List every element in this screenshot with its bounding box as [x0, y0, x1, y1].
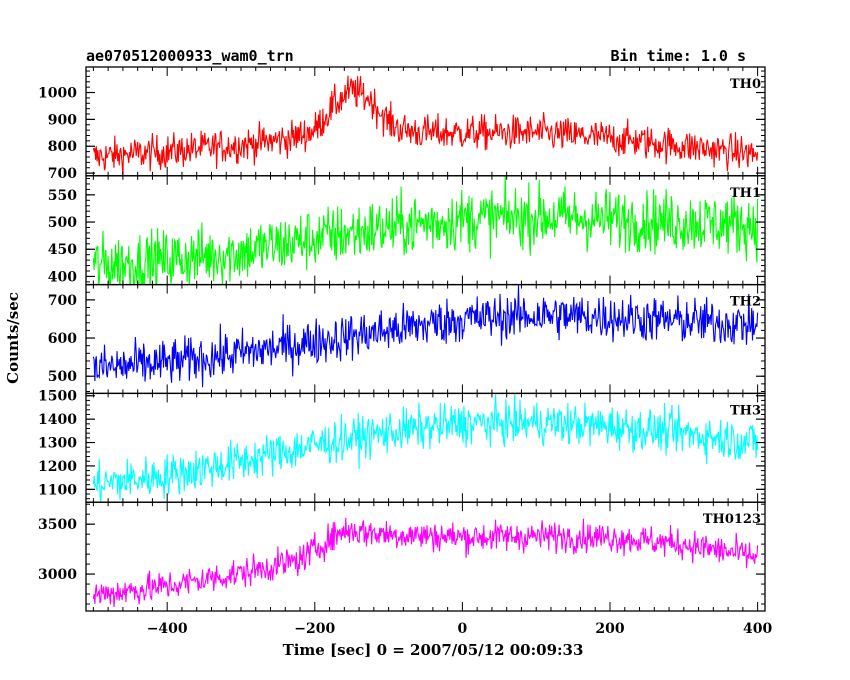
- y-tick-label: 3500: [38, 517, 77, 533]
- panels-group: 700 800 900 1000 TH0 400 450 500 550 TH1 500 600 700…: [38, 66, 772, 637]
- y-tick-label: 500: [48, 215, 77, 231]
- x-tick-label: 200: [595, 621, 624, 637]
- series-line-th1: [92, 175, 759, 285]
- x-tick-label: 0: [458, 621, 468, 637]
- y-tick-label: 450: [48, 242, 77, 258]
- y-tick-label: 1500: [38, 389, 77, 405]
- y-tick-label: 550: [48, 188, 77, 204]
- x-tick-label: −200: [294, 621, 335, 637]
- x-axis-title: Time [sec] 0 = 2007/05/12 00:09:33: [283, 641, 584, 659]
- panel-label-th1: TH1: [730, 186, 761, 201]
- panel-label-th3: TH3: [730, 403, 761, 418]
- y-tick-label: 1300: [38, 436, 77, 452]
- y-tick-label: 1000: [38, 86, 77, 102]
- y-axis-title: Counts/sec: [4, 292, 22, 384]
- observation-id-label: ae070512000933_wam0_trn: [86, 47, 294, 65]
- y-tick-label: 1100: [38, 482, 77, 498]
- y-tick-label: 1200: [38, 459, 77, 475]
- series-line-th3: [92, 393, 759, 503]
- panel-label-th2: TH2: [730, 295, 761, 310]
- series-line-th0: [92, 75, 759, 176]
- panel-label-th0123: TH0123: [703, 512, 761, 527]
- y-tick-label: 3000: [38, 567, 77, 583]
- y-tick-label: 700: [48, 166, 77, 182]
- panel-label-th0: TH0: [730, 77, 761, 92]
- y-tick-label: 800: [48, 139, 77, 155]
- y-tick-label: 1400: [38, 412, 77, 428]
- y-tick-label: 500: [48, 369, 77, 385]
- y-tick-label: 900: [48, 112, 77, 128]
- y-tick-label: 700: [48, 293, 77, 309]
- panel-frame-th0123: [85, 501, 766, 612]
- x-tick-label: 400: [743, 621, 772, 637]
- series-line-th0123: [92, 517, 759, 608]
- x-tick-label: −400: [147, 621, 188, 637]
- series-line-th2: [92, 284, 759, 388]
- y-tick-label: 600: [48, 331, 77, 347]
- y-tick-label: 400: [48, 269, 77, 285]
- bin-time-label: Bin time: 1.0 s: [611, 47, 746, 65]
